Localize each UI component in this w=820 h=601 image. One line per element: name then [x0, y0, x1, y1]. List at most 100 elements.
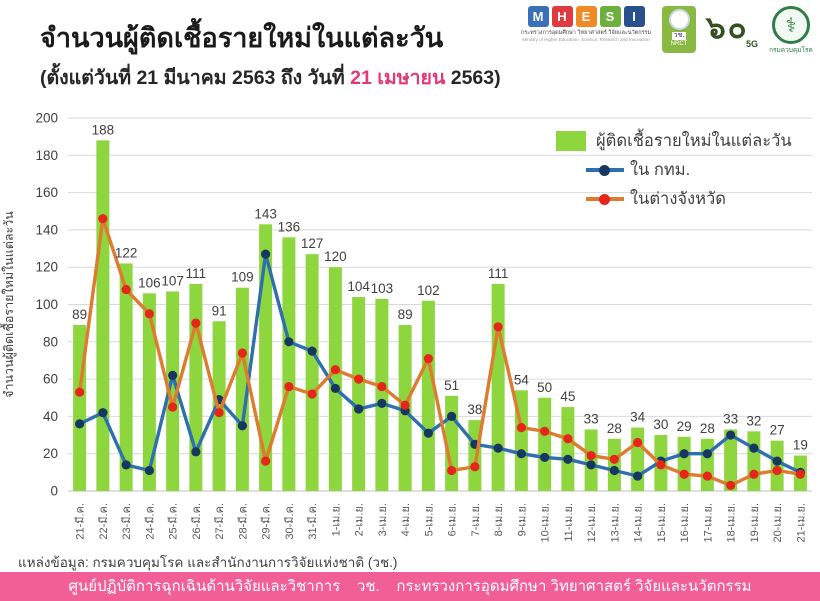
svg-text:25-มี.ค.: 25-มี.ค.	[167, 503, 180, 540]
svg-text:100: 100	[35, 297, 58, 312]
mhesi-letter-e: E	[575, 6, 597, 27]
svg-text:33: 33	[584, 411, 599, 426]
legend-item-daily-cases: ผู้ติดเชื้อรายใหม่ในแต่ละวัน	[556, 131, 792, 151]
daily-cases-chart: 0 20 40 60 80 100 120 140 160 180 200 จำนวนผู้ติดเช…	[0, 111, 812, 542]
svg-text:136: 136	[278, 219, 301, 234]
svg-text:111: 111	[186, 266, 207, 281]
svg-text:7-เม.ย.: 7-เม.ย.	[470, 503, 482, 536]
svg-text:4-เม.ย.: 4-เม.ย.	[400, 503, 412, 536]
svg-text:30: 30	[653, 417, 668, 432]
svg-text:28: 28	[700, 421, 715, 436]
svg-text:32: 32	[746, 413, 761, 428]
svg-text:103: 103	[371, 281, 394, 296]
svg-text:143: 143	[254, 206, 277, 221]
mhesi-letter-i: I	[623, 6, 645, 27]
svg-text:51: 51	[444, 378, 459, 393]
svg-text:29-มี.ค.: 29-มี.ค.	[260, 503, 273, 540]
mhesi-letter-h: H	[551, 6, 573, 27]
mhesi-letter-s: S	[599, 6, 621, 27]
svg-text:30-มี.ค.: 30-มี.ค.	[283, 503, 296, 540]
five-g-label: 5G	[745, 39, 758, 49]
svg-text:28: 28	[607, 421, 622, 436]
svg-text:14-เม.ย.: 14-เม.ย.	[633, 503, 645, 542]
svg-text:122: 122	[115, 245, 138, 260]
svg-text:200: 200	[35, 111, 58, 126]
footer-banner: ศูนย์ปฏิบัติการฉุกเฉินด้านวิจัยและวิชากา…	[0, 572, 820, 601]
svg-text:111: 111	[488, 266, 509, 281]
subtitle-highlight-date: 21 เมษายน	[350, 67, 446, 89]
svg-text:22-มี.ค.: 22-มี.ค.	[97, 503, 110, 540]
svg-text:29: 29	[677, 419, 692, 434]
svg-text:3-เม.ย.: 3-เม.ย.	[377, 503, 389, 536]
svg-text:107: 107	[161, 273, 184, 288]
svg-text:13-เม.ย.: 13-เม.ย.	[609, 503, 621, 542]
svg-text:40: 40	[43, 409, 58, 424]
svg-text:127: 127	[301, 236, 324, 251]
orange-dot-icon	[599, 193, 610, 205]
svg-text:15-เม.ย.: 15-เม.ย.	[656, 503, 668, 542]
bar-series-swatch-icon	[556, 131, 586, 151]
svg-text:24-มี.ค.: 24-มี.ค.	[143, 503, 156, 540]
svg-text:1-เม.ย.: 1-เม.ย.	[330, 503, 342, 536]
svg-text:20-เม.ย.: 20-เม.ย.	[772, 503, 784, 542]
blue-dot-icon	[599, 164, 610, 176]
caduceus-icon: ⚕	[772, 6, 810, 44]
svg-text:จำนวนผู้ติดเชื้อรายใหม่ในแต่ละ: จำนวนผู้ติดเชื้อรายใหม่ในแต่ละวัน	[0, 211, 17, 398]
svg-text:80: 80	[43, 334, 58, 349]
svg-text:50: 50	[537, 380, 552, 395]
svg-text:12-เม.ย.: 12-เม.ย.	[586, 503, 598, 542]
sixty-thai-numerals: ๖๐	[706, 10, 749, 45]
svg-text:38: 38	[467, 402, 482, 417]
svg-text:0: 0	[50, 484, 58, 499]
svg-text:27-มี.ค.: 27-มี.ค.	[213, 503, 226, 540]
chart-legend: ผู้ติดเชื้อรายใหม่ในแต่ละวัน ใน กทม. ในต…	[556, 131, 792, 209]
svg-text:106: 106	[138, 275, 161, 290]
disease-control-dept-logo: ⚕ กรมควบคุมโรค	[768, 6, 814, 55]
svg-text:102: 102	[417, 283, 440, 298]
svg-text:28-มี.ค.: 28-มี.ค.	[236, 503, 249, 540]
svg-text:89: 89	[72, 307, 87, 322]
svg-text:16-เม.ย.: 16-เม.ย.	[679, 503, 691, 542]
ddc-caption: กรมควบคุมโรค	[769, 47, 813, 54]
svg-text:104: 104	[347, 279, 370, 294]
svg-text:11-เม.ย.: 11-เม.ย.	[563, 503, 575, 542]
svg-text:18-เม.ย.: 18-เม.ย.	[726, 503, 738, 542]
svg-text:60: 60	[43, 372, 58, 387]
svg-text:91: 91	[212, 303, 227, 318]
legend-label-bangkok: ใน กทม.	[630, 161, 691, 179]
svg-text:89: 89	[398, 307, 413, 322]
svg-text:27: 27	[770, 423, 785, 438]
svg-text:45: 45	[560, 389, 575, 404]
svg-text:34: 34	[630, 410, 646, 425]
svg-text:19: 19	[793, 438, 808, 453]
page-title: จำนวนผู้ติดเชื้อรายใหม่ในแต่ละวัน	[40, 23, 444, 53]
nrct-abbrev: NRCT	[670, 41, 688, 47]
legend-label-provinces: ในต่างจังหวัด	[630, 190, 726, 208]
svg-text:188: 188	[92, 122, 115, 137]
mhesi-english-caption: Ministry of Higher Education, Science, R…	[522, 37, 650, 42]
svg-text:140: 140	[35, 222, 58, 237]
svg-text:31-มี.ค.: 31-มี.ค.	[306, 503, 319, 540]
svg-text:21-มี.ค.: 21-มี.ค.	[74, 503, 87, 540]
svg-text:8-เม.ย.: 8-เม.ย.	[493, 503, 505, 536]
svg-text:54: 54	[514, 372, 530, 387]
nrct-emblem-icon	[668, 9, 690, 30]
svg-text:26-มี.ค.: 26-มี.ค.	[190, 503, 203, 540]
svg-text:17-เม.ย.: 17-เม.ย.	[702, 503, 714, 542]
subtitle-suffix: 2563)	[445, 67, 501, 89]
line-series-orange-icon	[586, 193, 624, 205]
svg-text:21-เม.ย.: 21-เม.ย.	[795, 503, 807, 542]
mhesi-letter-m: M	[527, 6, 549, 27]
svg-text:23-มี.ค.: 23-มี.ค.	[120, 503, 133, 540]
svg-text:20: 20	[43, 446, 58, 461]
legend-item-provinces: ในต่างจังหวัด	[586, 189, 792, 209]
line-series-blue-icon	[586, 164, 624, 176]
page-subtitle: (ตั้งแต่วันที่ 21 มีนาคม 2563 ถึง วันที่…	[40, 62, 501, 93]
mhesi-thai-caption: กระทรวงการอุดมศึกษา วิทยาศาสตร์ วิจัยและ…	[520, 30, 652, 36]
svg-text:19-เม.ย.: 19-เม.ย.	[749, 503, 761, 542]
svg-text:109: 109	[231, 270, 254, 285]
svg-text:5-เม.ย.: 5-เม.ย.	[423, 503, 435, 536]
svg-text:160: 160	[35, 185, 58, 200]
